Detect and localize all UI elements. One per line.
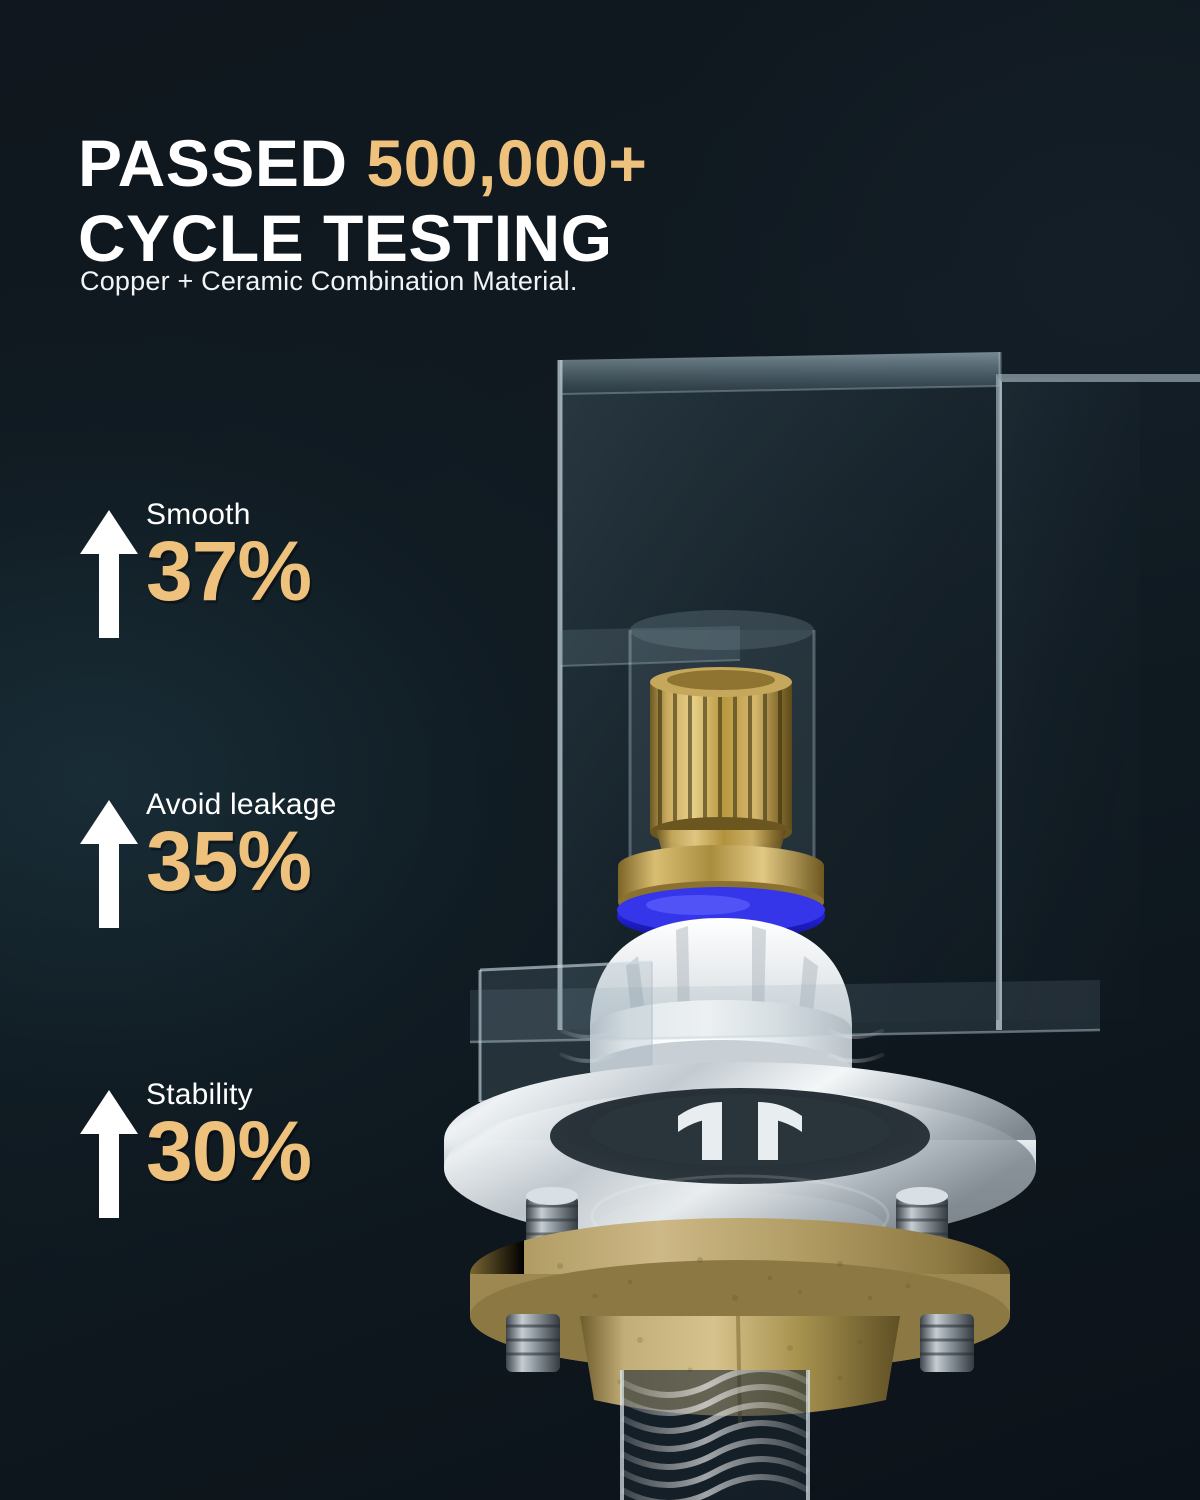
chrome-mounting-disc [444, 1062, 1036, 1246]
up-arrow-icon [80, 800, 138, 928]
headline-line1-prefix: PASSED [78, 126, 367, 201]
product-illustration [440, 330, 1200, 1500]
stat-label: Avoid leakage [146, 788, 337, 821]
stat-item-stability: Stability 30% [78, 1078, 312, 1220]
brass-splined-stem [650, 667, 792, 866]
stat-value: 35% [146, 814, 312, 908]
up-arrow-icon [80, 1090, 138, 1218]
stat-label: Smooth [146, 498, 251, 531]
stat-value: 30% [146, 1104, 312, 1198]
stat-label: Stability [146, 1078, 253, 1111]
page-title: PASSED 500,000+ CYCLE TESTING [78, 126, 838, 275]
subtitle: Copper + Ceramic Combination Material. [80, 266, 578, 296]
stat-item-avoid-leakage: Avoid leakage 35% [78, 790, 337, 930]
up-arrow-icon [80, 510, 138, 638]
stat-value: 37% [146, 524, 312, 618]
chrome-screws-lower [506, 1314, 974, 1372]
headline-line2: CYCLE TESTING [78, 200, 613, 275]
threaded-shank [620, 1370, 810, 1500]
headline-highlight: 500,000+ [366, 126, 648, 201]
glass-base-platform [469, 960, 1101, 1104]
stat-item-smooth: Smooth 37% [78, 498, 312, 640]
